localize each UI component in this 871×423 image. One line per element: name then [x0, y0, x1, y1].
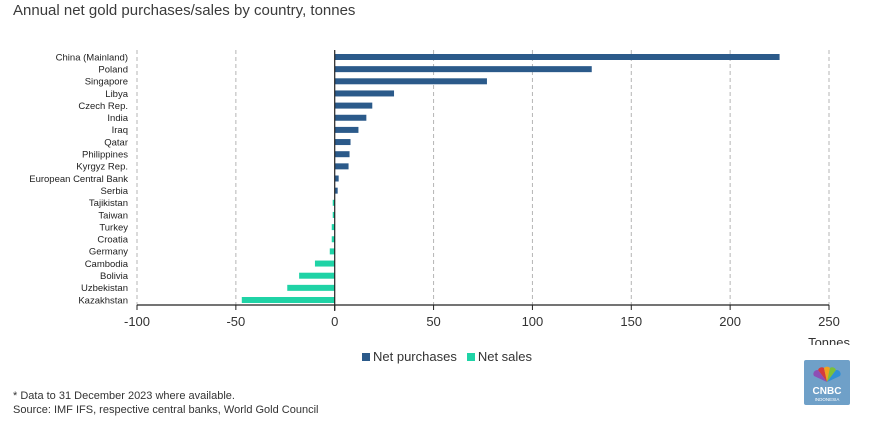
category-label: Cambodia — [85, 259, 129, 270]
bar — [334, 163, 349, 170]
bar — [332, 211, 335, 218]
bar — [329, 248, 335, 255]
category-label: Iraq — [112, 125, 128, 136]
category-label: India — [107, 113, 128, 124]
category-labels: China (Mainland)Poland SingaporeLibyaCzec… — [29, 52, 128, 306]
category-label: Kazakhstan — [78, 295, 128, 306]
category-label: Serbia — [101, 186, 129, 197]
bar — [334, 114, 367, 121]
bar — [331, 224, 335, 231]
bar — [314, 260, 335, 267]
x-tick-label: 200 — [719, 314, 741, 329]
source-note: Source: IMF IFS, respective central bank… — [13, 404, 319, 416]
category-label: Philippines — [82, 150, 128, 161]
legend-swatch-sales — [466, 352, 475, 361]
bar — [334, 102, 373, 109]
bar — [332, 199, 335, 206]
peacock-logo-icon: CNBC INDONESIA — [804, 360, 850, 405]
bar — [334, 66, 592, 73]
category-label: Turkey — [99, 222, 128, 233]
bar — [334, 54, 780, 60]
legend-swatch-purchases — [362, 352, 370, 361]
bar — [331, 236, 335, 243]
bar — [287, 284, 335, 291]
bar-chart: China (Mainland)Poland SingaporeLibyaCzec… — [29, 50, 850, 345]
category-label: Czech Rep. — [78, 101, 128, 112]
legend-label-purchases: Net purchases — [373, 349, 457, 364]
category-label: Singapore — [85, 77, 128, 88]
category-label: Germany — [89, 247, 128, 258]
category-label: Libya — [105, 89, 128, 100]
legend-label-sales: Net sales — [477, 349, 533, 364]
x-tick-label: 0 — [331, 314, 338, 329]
axes — [137, 50, 829, 311]
bars — [241, 54, 780, 303]
category-label: Taiwan — [98, 210, 128, 221]
category-label: Tajikistan — [89, 198, 128, 209]
bar — [334, 151, 350, 158]
category-label: Kyrgyz Rep. — [76, 162, 128, 173]
chart-title: Annual net gold purchases/sales by count… — [13, 2, 356, 19]
x-tick-label: 50 — [426, 314, 440, 329]
grid-layer — [136, 50, 830, 305]
tick-labels: -100 -50 0 50 100 150 200 250 Tonnes — [124, 305, 850, 345]
x-tick-label: -100 — [124, 314, 150, 329]
bar — [334, 175, 339, 182]
bar — [241, 297, 335, 303]
category-label: Croatia — [97, 235, 128, 246]
logo-subtext: INDONESIA — [815, 397, 840, 402]
x-tick-label: 150 — [620, 314, 642, 329]
x-tick-label: 100 — [522, 314, 544, 329]
legend-item-purchases: Net purchases — [362, 349, 457, 364]
bar — [334, 187, 338, 194]
bar — [299, 272, 335, 279]
category-label: China (Mainland) — [56, 52, 128, 63]
bar — [334, 90, 395, 97]
x-tick-label: 250 — [818, 314, 840, 329]
footnote: * Data to 31 December 2023 where availab… — [13, 390, 235, 402]
bar — [334, 139, 351, 146]
legend-item-sales: Net sales — [466, 349, 533, 364]
bar — [334, 126, 359, 133]
footnote-block: * Data to 31 December 2023 where availab… — [13, 389, 318, 417]
category-label: Bolivia — [100, 271, 129, 282]
logo-text: CNBC — [813, 386, 842, 397]
category-label: Qatar — [104, 137, 128, 148]
x-tick-label: -50 — [226, 314, 245, 329]
category-label: European Central Bank — [29, 174, 128, 185]
x-axis-title: Tonnes — [808, 335, 850, 345]
legend: Net purchases Net sales — [362, 349, 532, 364]
bar — [334, 78, 487, 85]
category-label: Uzbekistan — [81, 283, 128, 294]
category-label: Poland — [98, 64, 128, 75]
